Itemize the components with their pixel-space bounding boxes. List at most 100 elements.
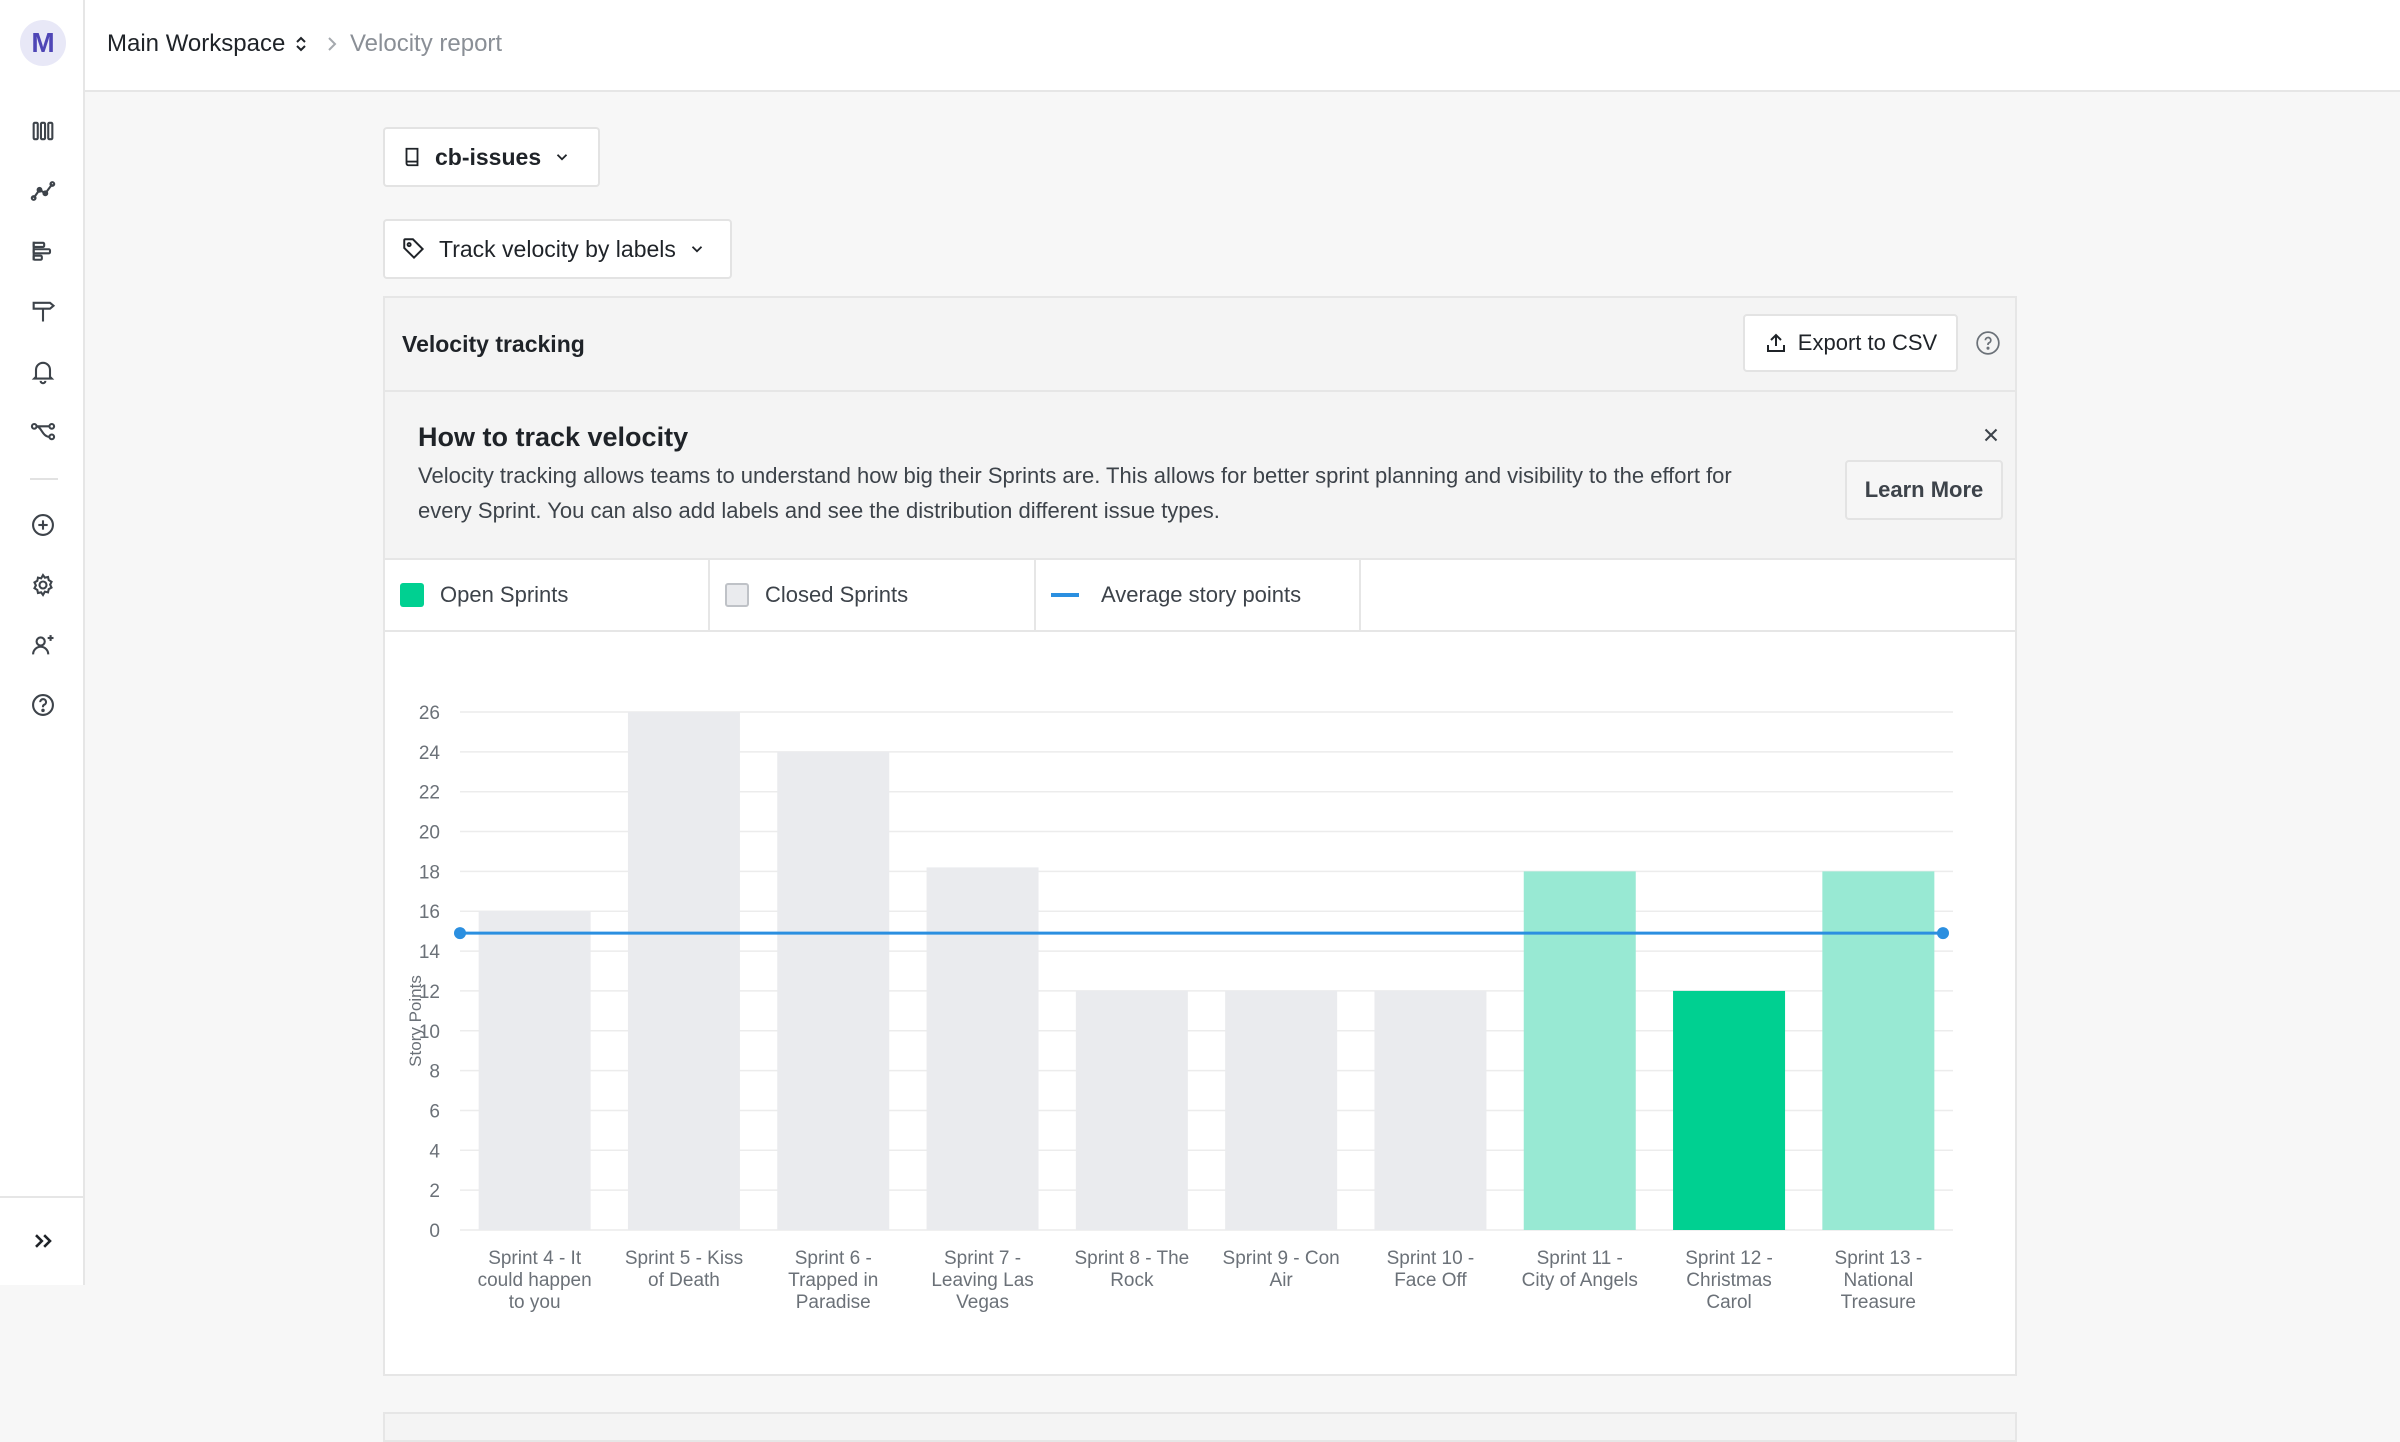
bar-8 [1523,871,1636,1230]
x-tick-label: Trapped in [788,1270,878,1291]
legend-closed-sprints[interactable]: Closed Sprints [710,560,1036,630]
x-tick-label: Sprint 4 - It [488,1248,582,1269]
x-tick-label: Sprint 11 - [1537,1248,1623,1269]
bar-6 [1225,990,1338,1230]
sidebar-bottom-divider [0,1196,85,1198]
next-panel [383,1412,2017,1442]
legend-open-label: Open Sprints [440,582,569,607]
x-tick-label: Treasure [1841,1292,1916,1313]
gear-icon[interactable] [26,568,60,602]
sidebar-divider [30,478,58,480]
average-swatch [1051,593,1079,597]
bell-icon[interactable] [26,354,60,388]
export-label: Export to CSV [1797,330,1938,355]
roadmap-icon[interactable] [26,234,60,268]
info-title: How to track velocity [418,422,689,452]
y-tick-label: 18 [419,862,440,883]
bar-4 [926,867,1039,1230]
top-bar: Main Workspace Velocity report [85,0,2400,92]
repo-icon [405,147,419,167]
x-tick-label: Sprint 9 - Con [1223,1248,1340,1269]
panel-header: Velocity tracking Export to CSV [385,298,2015,392]
x-tick-label: Sprint 12 - [1685,1248,1773,1269]
workspace-avatar[interactable]: M [20,20,66,66]
x-tick-label: Paradise [796,1292,871,1313]
x-tick-label: could happen [478,1270,592,1291]
board-icon[interactable] [26,114,60,148]
x-tick-label: Christmas [1686,1270,1772,1291]
velocity-panel: Velocity tracking Export to CSV How to t… [383,296,2017,1376]
x-tick-label: Vegas [956,1292,1009,1313]
y-tick-label: 26 [419,703,440,724]
workspace-switcher[interactable]: Main Workspace [107,30,309,58]
legend-row: Open Sprints Closed Sprints Average stor… [385,560,2015,632]
x-tick-label: Sprint 10 - [1387,1248,1475,1269]
breadcrumb-current: Velocity report [350,30,503,57]
y-tick-label: 2 [429,1181,440,1202]
chevron-updown-icon [296,36,307,52]
bar-9 [1673,990,1786,1230]
chevron-down-icon [556,154,568,161]
add-circle-icon[interactable] [26,508,60,542]
y-tick-label: 10 [419,1022,440,1043]
y-axis-label: Story Points [406,975,425,1067]
x-tick-label: Rock [1110,1270,1154,1291]
repo-name: cb-issues [435,143,542,170]
chevron-down-icon [691,246,703,253]
closed-swatch [725,583,749,607]
analytics-icon[interactable] [26,174,60,208]
workspace-name: Main Workspace [107,30,286,57]
y-tick-label: 8 [429,1062,440,1083]
y-tick-label: 14 [419,942,441,963]
chevron-right-icon [328,37,337,51]
question-icon[interactable] [1975,330,2001,356]
x-tick-label: Face Off [1394,1270,1467,1291]
x-tick-label: Sprint 13 - [1835,1248,1923,1269]
bar-2 [627,712,740,1230]
x-tick-label: to you [509,1292,561,1313]
y-tick-label: 16 [419,902,440,923]
info-box: How to track velocity Velocity tracking … [385,392,2015,560]
y-tick-label: 4 [429,1141,440,1162]
close-icon[interactable] [1980,424,2002,446]
labels-dropdown[interactable]: Track velocity by labels [383,219,732,279]
legend-closed-label: Closed Sprints [765,582,909,607]
y-tick-label: 6 [429,1101,440,1122]
panel-title: Velocity tracking [402,331,585,357]
help-icon[interactable] [26,688,60,722]
legend-average[interactable]: Average story points [1036,560,1361,630]
x-tick-label: Sprint 5 - Kiss [625,1248,743,1269]
y-tick-label: 0 [429,1221,440,1242]
legend-average-label: Average story points [1101,582,1302,607]
x-tick-label: Carol [1706,1292,1751,1313]
y-tick-label: 24 [419,743,441,764]
average-point-end [1937,927,1949,940]
average-point-start [454,927,466,940]
bar-7 [1374,990,1487,1230]
x-tick-label: Air [1270,1270,1294,1291]
export-csv-button[interactable]: Export to CSV [1743,314,1958,372]
y-tick-label: 12 [419,982,440,1003]
x-tick-label: Sprint 6 - [795,1248,872,1269]
y-tick-label: 22 [419,783,440,804]
bar-3 [777,751,890,1230]
sidebar: M [0,0,85,1285]
bar-10 [1822,871,1935,1230]
x-tick-label: Sprint 8 - The [1074,1248,1189,1269]
sidebar-footer-space [0,1285,85,1427]
learn-more-button[interactable]: Learn More [1845,460,2003,520]
add-user-icon[interactable] [26,628,60,662]
upload-icon [1766,333,1785,352]
double-chevron-right-icon[interactable] [26,1224,60,1258]
labels-mode: Track velocity by labels [439,235,676,262]
info-text: Velocity tracking allows teams to unders… [418,463,1732,523]
signpost-icon[interactable] [26,294,60,328]
repo-dropdown[interactable]: cb-issues [383,127,600,187]
y-tick-label: 20 [419,823,440,844]
x-tick-label: of Death [648,1270,720,1291]
chart-area: 0 2 4 6 8 10 12 14 16 18 20 22 24 26 Story Points Sprin… [385,632,2015,1374]
workflow-icon[interactable] [26,414,60,448]
x-tick-label: National [1843,1270,1913,1291]
legend-open-sprints[interactable]: Open Sprints [385,560,710,630]
